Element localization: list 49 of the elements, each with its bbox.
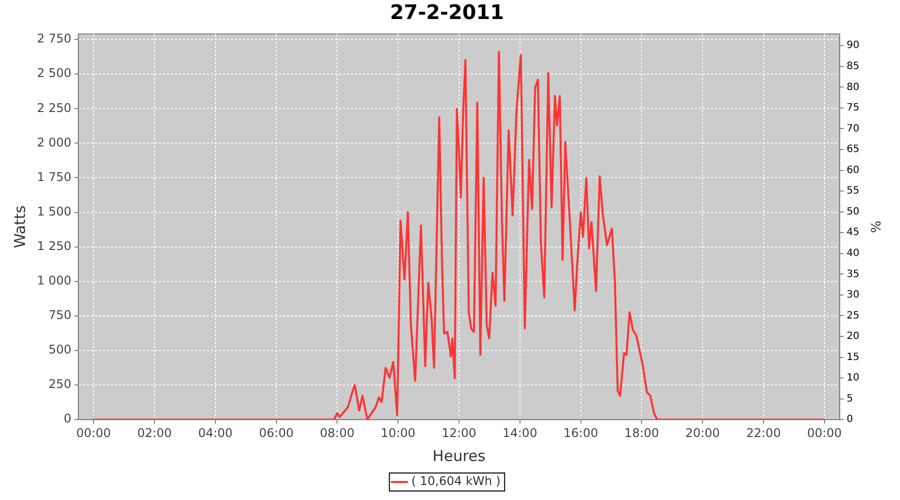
- y2-tick-label: 25: [846, 310, 860, 322]
- y2-tick-label: 75: [846, 102, 860, 114]
- y2-tick-label: 35: [846, 268, 860, 280]
- x-tick-label: 20:00: [685, 426, 720, 440]
- y2-tick-label: 85: [846, 61, 860, 72]
- y-tick-label: 750: [48, 308, 72, 322]
- y2-tick-label: 5: [846, 393, 854, 404]
- x-tick-label: 14:00: [502, 426, 538, 440]
- legend-label: ( 10,604 kWh ): [411, 474, 501, 488]
- y-axis-title: Watts: [10, 205, 29, 248]
- x-tick-label: 08:00: [320, 426, 354, 440]
- y2-tick-label: 40: [846, 248, 860, 259]
- y2-tick-label: 55: [846, 186, 860, 197]
- y-tick-label: 2 250: [36, 100, 72, 115]
- y-tick-label: 2 500: [36, 66, 72, 80]
- x-axis-title: Heures: [432, 446, 486, 465]
- y2-tick-label: 30: [846, 290, 860, 301]
- y2-tick-label: 15: [846, 352, 860, 363]
- y-tick-label: 1 000: [36, 274, 72, 288]
- y-tick-label: 500: [48, 342, 72, 357]
- x-tick-label: 16:00: [564, 426, 598, 440]
- x-tick-label: 02:00: [137, 426, 172, 440]
- y2-tick-label: 20: [846, 331, 860, 342]
- x-tick-label: 10:00: [380, 426, 416, 440]
- y2-tick-label: 10: [846, 372, 860, 384]
- y-tick-label: 1 750: [36, 170, 72, 184]
- y2-tick-label: 60: [846, 164, 860, 176]
- y-tick-label: 2 000: [36, 135, 72, 150]
- y-tick-label: 2 750: [36, 32, 72, 46]
- chart-title: 27-2-2011: [390, 0, 504, 24]
- x-tick-label: 00:00: [76, 426, 111, 440]
- x-tick-label: 00:00: [807, 426, 842, 440]
- y2-tick-label: 90: [846, 40, 860, 52]
- y2-tick-label: 80: [846, 82, 860, 93]
- y2-tick-label: 65: [846, 144, 860, 156]
- y-tick-label: 1 500: [36, 204, 72, 218]
- x-tick-label: 12:00: [442, 426, 476, 440]
- y2-axis-title: %: [866, 220, 882, 233]
- x-tick-label: 22:00: [746, 426, 781, 440]
- y2-tick-label: 50: [846, 206, 860, 218]
- y2-tick-label: 0: [846, 414, 854, 426]
- y2-tick-label: 45: [846, 227, 860, 238]
- x-tick-label: 18:00: [624, 426, 660, 440]
- x-tick-label: 06:00: [259, 426, 294, 440]
- y-tick-label: 0: [64, 412, 72, 426]
- y-tick-label: 1 250: [36, 238, 72, 253]
- x-tick-label: 04:00: [198, 426, 233, 440]
- y-tick-label: 250: [48, 377, 72, 392]
- y2-tick-label: 70: [846, 123, 860, 134]
